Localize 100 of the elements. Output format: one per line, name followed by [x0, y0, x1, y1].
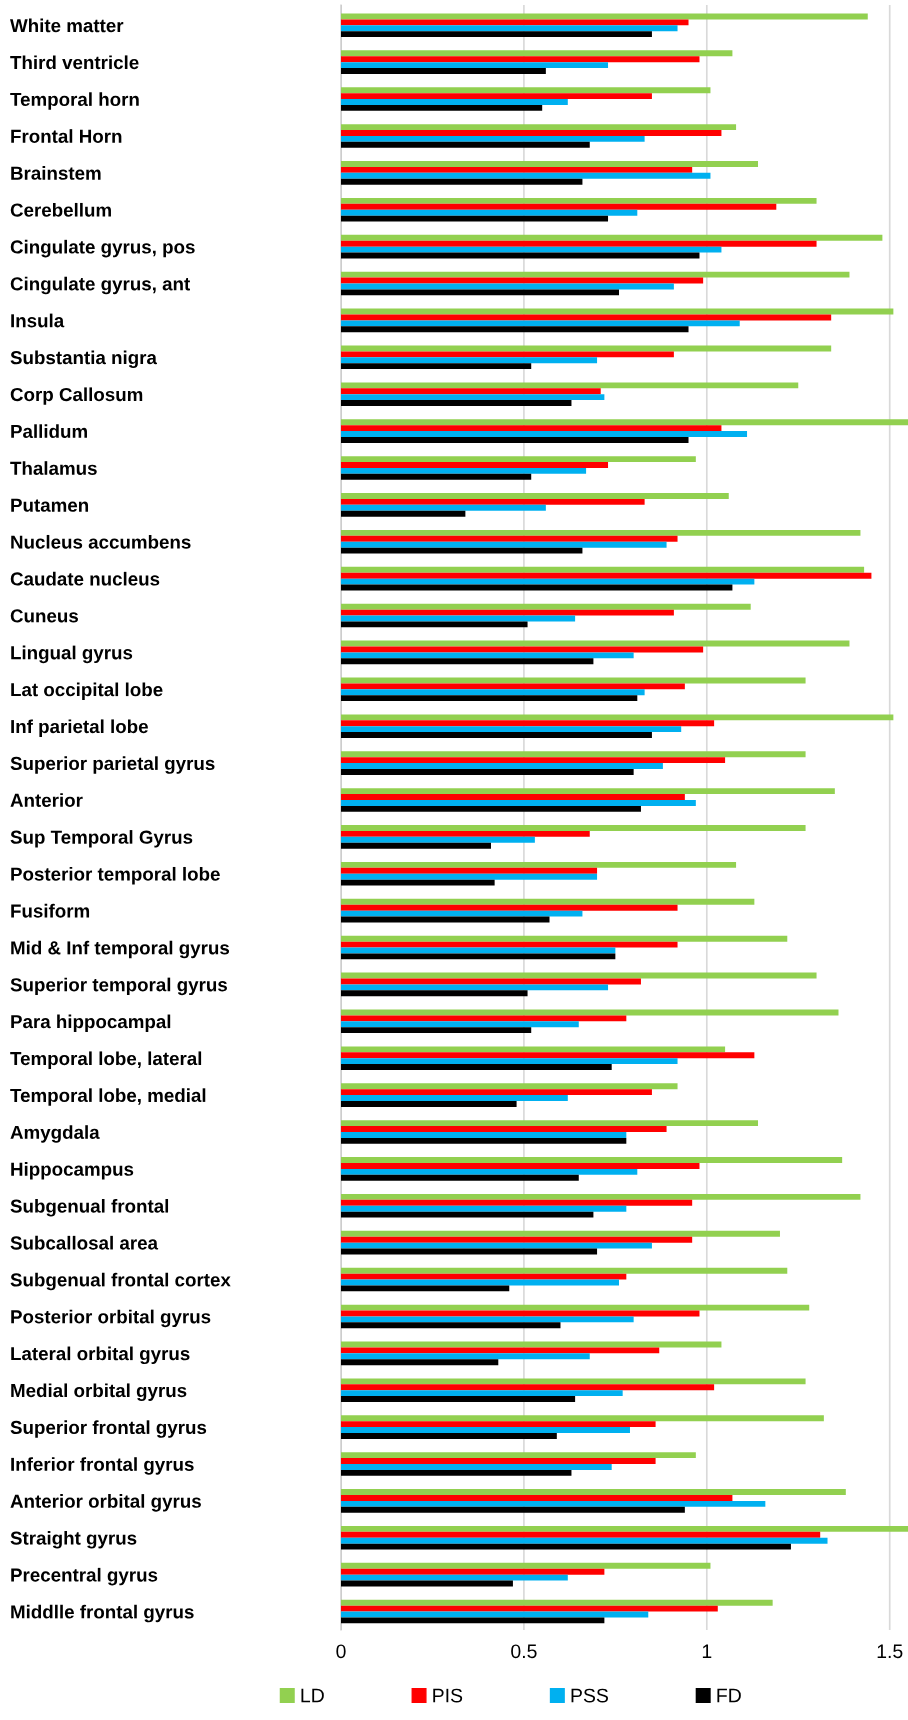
- legend-label: PSS: [571, 1688, 608, 1703]
- bar: [341, 1131, 627, 1138]
- bar: [341, 1046, 726, 1053]
- bar: [341, 68, 546, 74]
- bar: [341, 726, 682, 733]
- bar: [341, 1304, 810, 1311]
- bar: [341, 1174, 579, 1181]
- bar: [341, 1058, 678, 1065]
- y-tick-label: Frontal Horn: [11, 129, 122, 143]
- y-tick-label: Caudate nucleus: [10, 571, 160, 586]
- bar: [341, 462, 609, 468]
- y-tick-label: Substantia nigra: [10, 350, 158, 369]
- bar: [341, 1015, 627, 1022]
- y-tick-label: Temporal lobe, medial: [10, 1088, 206, 1106]
- bar: [341, 836, 535, 843]
- y-tick-label: Superior frontal gyrus: [10, 1420, 207, 1438]
- bar: [341, 394, 605, 401]
- bar: [341, 861, 737, 868]
- bar: [341, 757, 726, 764]
- bar: [341, 130, 722, 136]
- y-tick-label: Superior parietal gyrus: [10, 756, 215, 774]
- bar: [341, 1230, 780, 1237]
- y-tick-label: Cingulate gyrus, pos: [10, 239, 195, 258]
- bar: [341, 1120, 759, 1127]
- y-tick-label: Temporal horn: [10, 92, 139, 110]
- y-tick-label: Anterior: [10, 793, 83, 807]
- bar: [341, 1205, 627, 1212]
- bar: [341, 13, 868, 20]
- y-tick-label: White matter: [10, 18, 124, 33]
- y-tick-label: Nucleus accumbens: [11, 534, 191, 549]
- bar: [341, 467, 587, 474]
- bar: [341, 1359, 499, 1366]
- bar: [341, 1489, 846, 1495]
- x-tick-label: 1.5: [877, 1644, 903, 1659]
- bar: [341, 1089, 652, 1096]
- bar: [341, 830, 590, 837]
- bar: [341, 1095, 568, 1101]
- bar: [341, 62, 609, 69]
- bar: [341, 271, 850, 278]
- bar: [341, 1157, 843, 1163]
- y-tick-label: Inf parietal lobe: [11, 719, 148, 737]
- bar: [341, 603, 751, 610]
- y-tick-label: Sup Temporal Gyrus: [10, 830, 193, 848]
- bar: [341, 1452, 696, 1459]
- bar: [341, 1322, 561, 1329]
- bar: [341, 1347, 660, 1354]
- bar: [341, 382, 799, 389]
- y-tick-label: Para hippocampal: [11, 1014, 171, 1032]
- y-tick-label: Inferior frontal gyrus: [11, 1457, 194, 1475]
- bar: [341, 1242, 652, 1249]
- legend-label: FD: [717, 1688, 741, 1703]
- bar: [341, 1211, 594, 1218]
- bar: [341, 326, 689, 333]
- bar: [341, 1574, 568, 1581]
- legend-label: LD: [301, 1688, 324, 1703]
- y-tick-label: Brainstem: [11, 166, 101, 180]
- bar: [341, 135, 645, 142]
- x-tick-label: 0: [336, 1644, 346, 1659]
- bar: [341, 788, 835, 795]
- bar: [341, 124, 737, 131]
- bar: [341, 1617, 605, 1624]
- bar: [341, 363, 532, 370]
- bar: [341, 763, 663, 769]
- bar: [341, 1415, 824, 1422]
- x-tick-label: 0.5: [511, 1644, 537, 1659]
- bar: [341, 1267, 788, 1274]
- y-tick-label: Lateral orbital gyrus: [11, 1346, 190, 1365]
- bar: [341, 751, 806, 758]
- bar: [341, 357, 598, 364]
- bar: [341, 720, 715, 727]
- bar: [341, 842, 491, 849]
- y-tick-label: Straight gyrus: [10, 1530, 137, 1549]
- bar: [341, 1316, 634, 1323]
- bar: [341, 1390, 623, 1397]
- bar: [341, 541, 667, 548]
- bar: [341, 732, 652, 738]
- bar: [341, 1464, 612, 1470]
- bar: [341, 935, 788, 942]
- bar: [341, 504, 546, 511]
- bar: [341, 1199, 693, 1206]
- y-tick-label: Superior temporal gyrus: [10, 977, 227, 996]
- bar: [341, 246, 722, 253]
- x-tick-label: 1: [702, 1644, 712, 1658]
- bar: [341, 867, 598, 874]
- bar: [341, 1506, 685, 1513]
- bar: [341, 1543, 791, 1550]
- bar: [341, 1083, 678, 1090]
- bar: [341, 910, 583, 917]
- bar: [341, 388, 601, 395]
- bar: [341, 578, 755, 585]
- bar: [341, 203, 777, 210]
- bar: [341, 436, 689, 443]
- bar: [341, 277, 704, 284]
- bar: [341, 990, 528, 997]
- bar: [341, 1273, 627, 1280]
- bar: [341, 473, 532, 480]
- bar: [341, 566, 865, 573]
- bar: [341, 1537, 828, 1544]
- y-tick-label: Middlle frontal gyrus: [11, 1604, 194, 1623]
- bar: [341, 400, 572, 406]
